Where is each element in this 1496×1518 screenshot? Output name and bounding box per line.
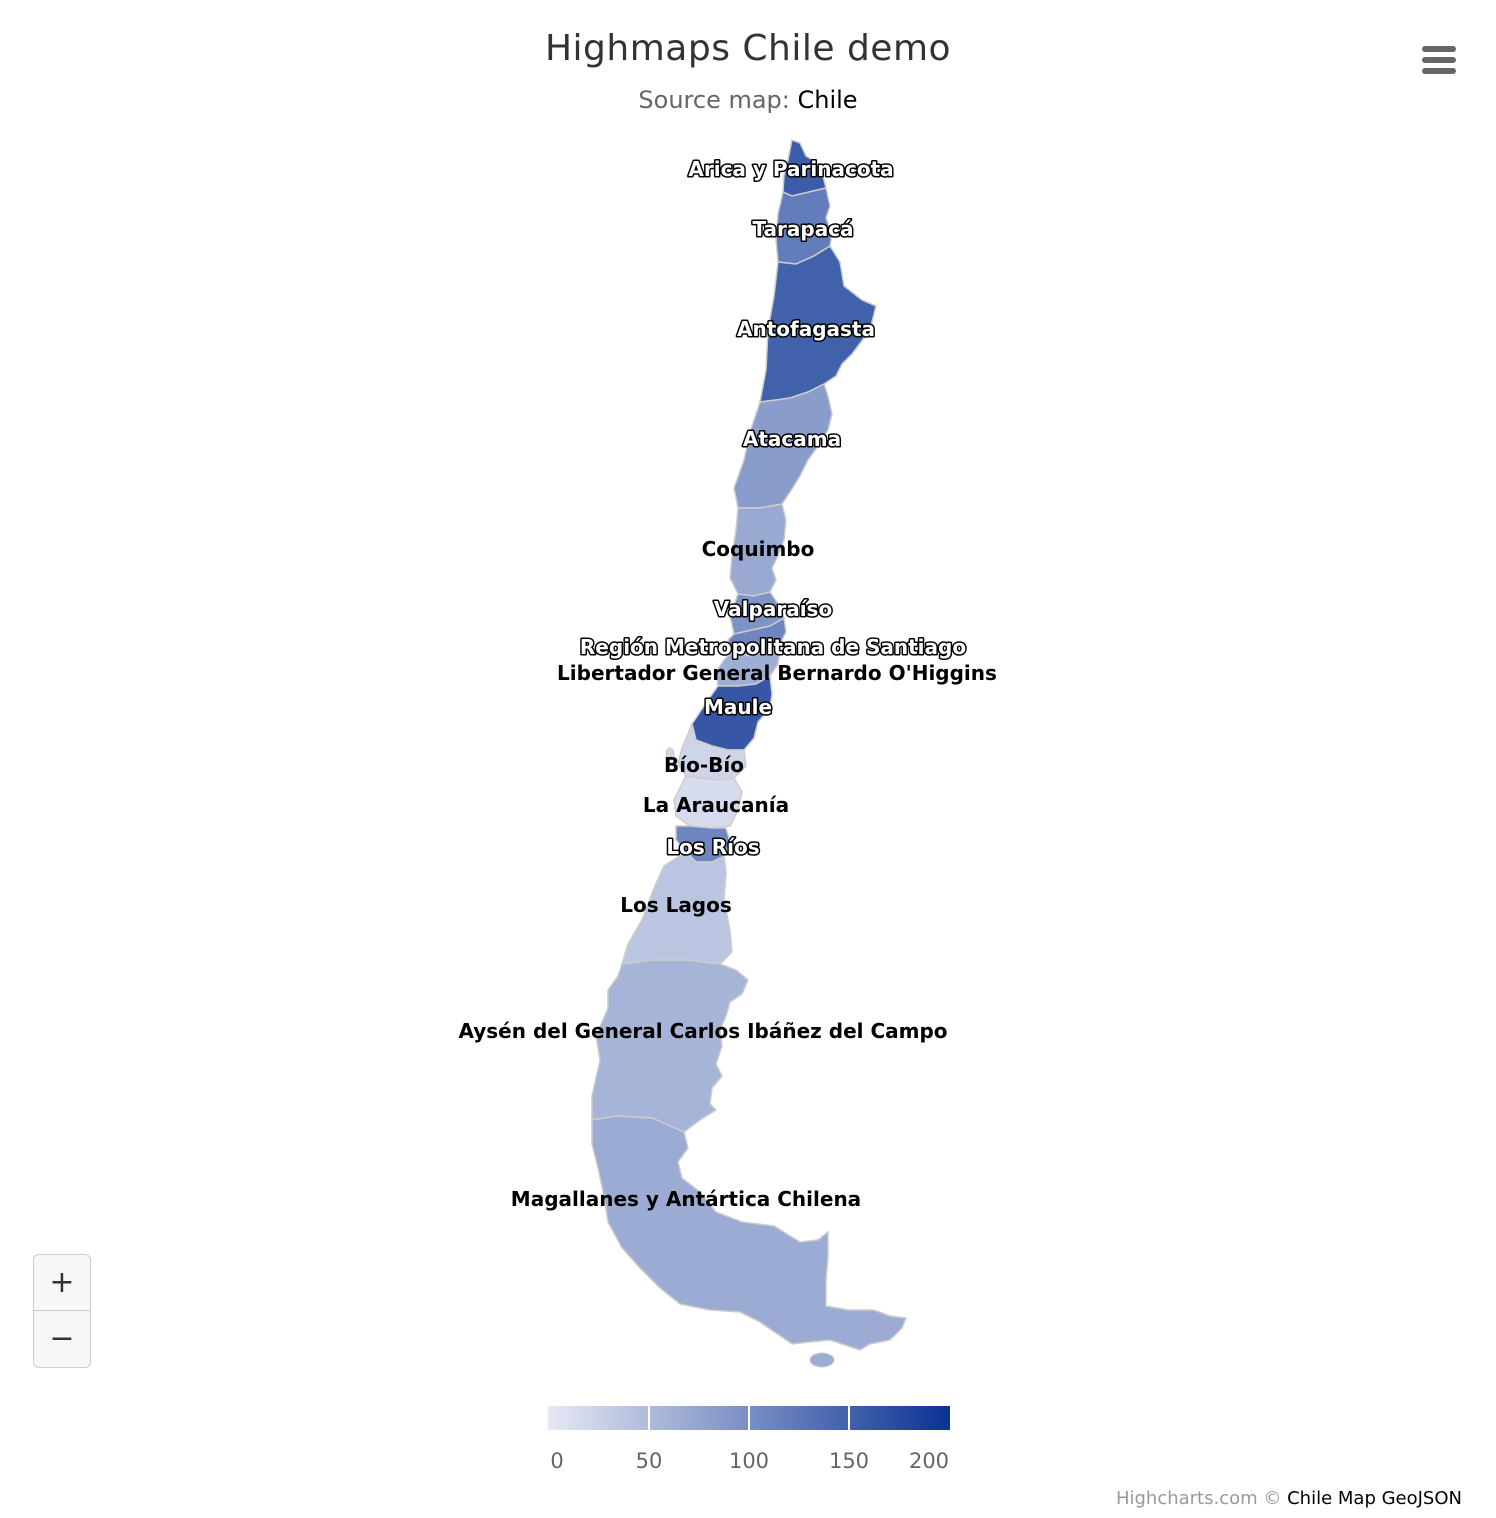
region-label: Región Metropolitana de Santiago — [580, 635, 966, 659]
color-axis-legend: 0 50 100 150 200 — [548, 1406, 950, 1473]
region-5[interactable] — [729, 503, 787, 597]
region-label: Bío-Bío — [664, 753, 744, 777]
region-label: Arica y Parinacota — [688, 157, 893, 181]
region-label: Magallanes y Antártica Chilena — [511, 1187, 861, 1211]
credits-prefix: Highcharts.com © — [1115, 1488, 1288, 1509]
chart-title: Highmaps Chile demo — [544, 28, 952, 69]
region-label: Valparaíso — [714, 597, 832, 621]
zoom-out-button[interactable]: − — [49, 1321, 75, 1356]
region-label: Libertador General Bernardo O'Higgins — [557, 661, 997, 685]
hamburger-menu-icon[interactable] — [1418, 42, 1462, 78]
region-label: Antofagasta — [737, 317, 875, 341]
region-label: Coquimbo — [702, 537, 815, 561]
region-label: Aysén del General Carlos Ibáñez del Camp… — [458, 1019, 947, 1043]
zoom-in-button[interactable]: + — [34, 1255, 90, 1311]
credits[interactable]: Highcharts.com © Chile Map GeoJSON — [1116, 1488, 1462, 1509]
color-axis-tick: 50 — [636, 1449, 663, 1473]
chart-subtitle: Source map: Chile — [0, 86, 1496, 114]
regions-layer — [591, 138, 908, 1368]
zoom-controls: + − — [33, 1254, 91, 1368]
subtitle-prefix: Source map: — [638, 86, 798, 114]
region-label: Maule — [704, 695, 772, 719]
color-axis-tick: 0 — [550, 1449, 563, 1473]
color-axis-tick: 200 — [909, 1449, 949, 1473]
region-4[interactable] — [733, 382, 833, 509]
region-11[interactable] — [673, 775, 743, 829]
region-14[interactable] — [591, 959, 749, 1133]
region-9[interactable] — [691, 674, 773, 751]
region-15[interactable] — [591, 1115, 908, 1351]
subtitle-source-link[interactable]: Chile — [797, 86, 858, 114]
labels-layer: Arica y Parinacota Tarapacá Antofagasta Ata… — [458, 156, 997, 1212]
region-label: Atacama — [743, 427, 841, 451]
region-label: La Araucanía — [643, 793, 789, 817]
color-axis-tick: 150 — [829, 1449, 869, 1473]
region-3[interactable] — [759, 244, 877, 403]
region-label: Los Lagos — [620, 893, 732, 917]
region-label: Los Ríos — [666, 835, 759, 859]
island-shape — [809, 1352, 835, 1368]
color-axis-tick: 100 — [729, 1449, 769, 1473]
island-shape — [665, 747, 675, 761]
region-label: Tarapacá — [752, 217, 853, 241]
credits-source[interactable]: Chile Map GeoJSON — [1287, 1488, 1462, 1509]
